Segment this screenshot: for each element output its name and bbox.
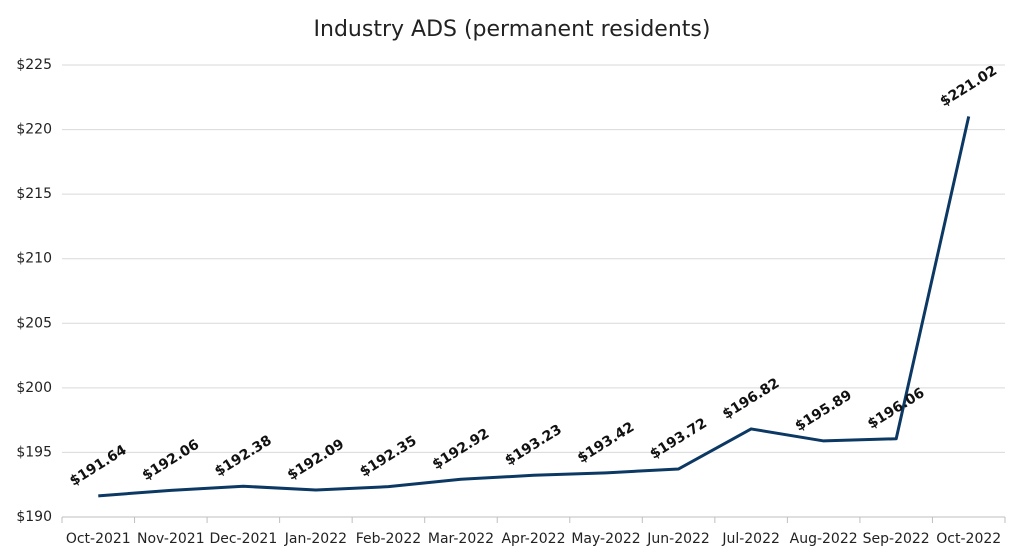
x-tick-label: Oct-2022 (936, 531, 1001, 547)
data-label: $193.23 (502, 422, 565, 469)
x-tick-label: Jun-2022 (646, 531, 710, 547)
data-label: $196.06 (865, 385, 928, 432)
x-tick-label: Mar-2022 (428, 531, 494, 547)
data-label: $192.92 (430, 426, 493, 473)
y-tick-label: $210 (16, 251, 52, 267)
y-tick-label: $215 (16, 186, 52, 202)
x-tick-label: May-2022 (571, 531, 640, 547)
data-label: $193.42 (575, 419, 638, 466)
y-tick-label: $200 (16, 380, 52, 396)
y-tick-label: $190 (16, 509, 52, 525)
y-tick-label: $205 (16, 315, 52, 331)
x-tick-label: Jan-2022 (284, 531, 347, 547)
x-tick-label: Aug-2022 (790, 531, 858, 547)
data-label: $192.35 (357, 433, 420, 480)
x-tick-label: Nov-2021 (137, 531, 205, 547)
x-tick-label: Dec-2021 (209, 531, 277, 547)
data-label: $221.02 (937, 63, 1000, 110)
data-label: $196.82 (720, 375, 783, 422)
data-label: $192.38 (212, 433, 275, 480)
x-tick-label: Sep-2022 (863, 531, 930, 547)
x-tick-label: Apr-2022 (501, 531, 565, 547)
x-tick-label: Jul-2022 (721, 531, 780, 547)
data-label: $192.06 (140, 437, 203, 484)
y-tick-label: $195 (16, 444, 52, 460)
y-tick-label: $225 (16, 57, 52, 73)
data-label: $191.64 (67, 442, 130, 489)
data-label: $192.09 (285, 436, 348, 483)
y-tick-label: $220 (16, 122, 52, 138)
chart-title: Industry ADS (permanent residents) (314, 17, 711, 42)
x-tick-label: Oct-2021 (66, 531, 131, 547)
line (98, 116, 971, 498)
data-label: $195.89 (792, 387, 855, 434)
x-tick-label: Feb-2022 (356, 531, 421, 547)
